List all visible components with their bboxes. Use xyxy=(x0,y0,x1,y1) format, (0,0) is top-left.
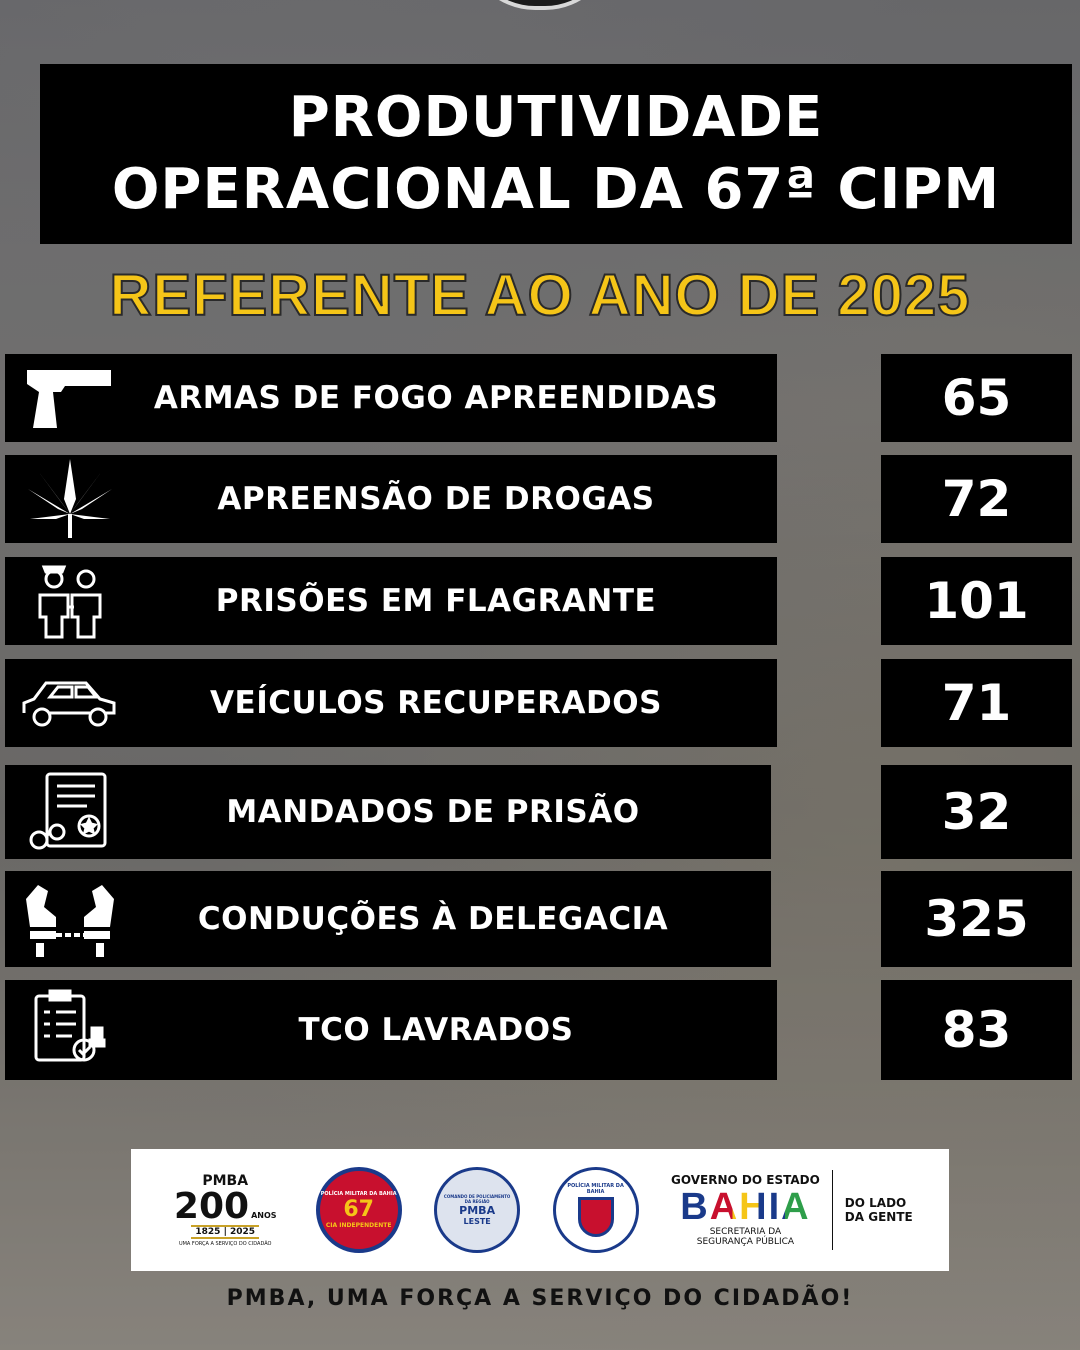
pm-ring: POLÍCIA MILITAR DA BAHIA xyxy=(567,1183,624,1195)
checklist-stamp-icon xyxy=(5,980,135,1080)
stat-row-drogas: APREENSÃO DE DROGAS 72 xyxy=(5,455,1072,543)
cia-67-number: 67 xyxy=(343,1197,374,1222)
stat-label-box: APREENSÃO DE DROGAS xyxy=(5,455,777,543)
stat-row-veiculos: VEÍCULOS RECUPERADOS 71 xyxy=(5,659,1072,747)
pistol-icon xyxy=(5,354,135,442)
warrant-document-icon xyxy=(5,765,135,859)
stat-label-box: CONDUÇÕES À DELEGACIA xyxy=(5,871,771,967)
comando-center: PMBA xyxy=(459,1204,496,1217)
stat-label: ARMAS DE FOGO APREENDIDAS xyxy=(153,380,719,416)
title-box: PRODUTIVIDADE OPERACIONAL DA 67ª CIPM xyxy=(40,64,1072,244)
pmba-200-top: PMBA xyxy=(202,1173,249,1189)
stat-row-prisoes: PRISÕES EM FLAGRANTE 101 xyxy=(5,557,1072,645)
pmba-200-tagline: UMA FORÇA A SERVIÇO DO CIDADÃO xyxy=(178,1241,272,1247)
stat-label: MANDADOS DE PRISÃO xyxy=(226,794,640,830)
logos-strip: PMBA 200 ANOS 1825 | 2025 UMA FORÇA A SE… xyxy=(131,1149,949,1271)
title-line-2: OPERACIONAL DA 67ª CIPM xyxy=(111,157,1001,222)
governo-secretaria-2: SEGURANÇA PÚBLICA xyxy=(696,1237,795,1247)
stat-label-box: MANDADOS DE PRISÃO xyxy=(5,765,771,859)
stat-row-tco: TCO LAVRADOS 83 xyxy=(5,980,1072,1080)
stat-label-box: TCO LAVRADOS xyxy=(5,980,777,1080)
subtitle: REFERENTE AO ANO DE 2025 xyxy=(109,262,971,329)
stat-label-box: ARMAS DE FOGO APREENDIDAS xyxy=(5,354,777,442)
stat-value: 32 xyxy=(881,765,1072,859)
stat-row-armas: ARMAS DE FOGO APREENDIDAS 65 xyxy=(5,354,1072,442)
pmba-200-range: 1825 | 2025 xyxy=(191,1225,260,1239)
cia-67-bottom: CIA INDEPENDENTE xyxy=(325,1222,392,1229)
stat-value: 71 xyxy=(881,659,1072,747)
handcuffed-hands-icon xyxy=(5,871,135,967)
governo-secretaria: SECRETARIA DA xyxy=(709,1227,782,1237)
cia-67-logo: POLÍCIA MILITAR DA BAHIA 67 CIA INDEPEND… xyxy=(315,1167,402,1253)
comando-leste-logo: COMANDO DE POLICIAMENTO DA REGIÃO PMBA L… xyxy=(434,1167,521,1253)
stat-value: 325 xyxy=(881,871,1072,967)
governo-top: GOVERNO DO ESTADO xyxy=(671,1173,820,1187)
stat-value: 101 xyxy=(881,557,1072,645)
comando-ring: COMANDO DE POLICIAMENTO DA REGIÃO xyxy=(443,1194,511,1204)
stat-label-box: PRISÕES EM FLAGRANTE xyxy=(5,557,777,645)
stat-value: 83 xyxy=(881,980,1072,1080)
stat-label: APREENSÃO DE DROGAS xyxy=(217,481,655,517)
stat-row-conducoes: CONDUÇÕES À DELEGACIA 325 xyxy=(5,871,1072,967)
cannabis-leaf-icon xyxy=(5,455,135,543)
stat-value: 65 xyxy=(881,354,1072,442)
comando-bottom: LESTE xyxy=(463,1217,491,1226)
stat-row-mandados: MANDADOS DE PRISÃO 32 xyxy=(5,765,1072,859)
stat-label: VEÍCULOS RECUPERADOS xyxy=(210,685,662,721)
governo-name: BAHIA xyxy=(680,1186,811,1228)
stat-label: CONDUÇÕES À DELEGACIA xyxy=(197,901,669,937)
governo-bahia-logo: GOVERNO DO ESTADO BAHIA SECRETARIA DA SE… xyxy=(671,1170,913,1250)
title-line-1: PRODUTIVIDADE xyxy=(288,85,824,150)
stat-label: PRISÕES EM FLAGRANTE xyxy=(215,583,657,619)
footer-slogan: PMBA, UMA FORÇA A SERVIÇO DO CIDADÃO! xyxy=(226,1286,854,1311)
stat-value: 72 xyxy=(881,455,1072,543)
cia-67-ring: POLÍCIA MILITAR DA BAHIA xyxy=(320,1191,397,1197)
stat-label: TCO LAVRADOS xyxy=(298,1012,574,1048)
pmba-200-logo: PMBA 200 ANOS 1825 | 2025 UMA FORÇA A SE… xyxy=(167,1173,283,1247)
stat-label-box: VEÍCULOS RECUPERADOS xyxy=(5,659,777,747)
pm-shield-icon xyxy=(577,1197,614,1237)
governo-slogan-1: DO LADO xyxy=(844,1196,907,1210)
car-icon xyxy=(5,659,135,747)
pmba-200-number: 200 xyxy=(173,1186,250,1227)
police-arrest-icon xyxy=(5,557,135,645)
governo-slogan-2: DA GENTE xyxy=(844,1210,913,1224)
policia-militar-logo: POLÍCIA MILITAR DA BAHIA xyxy=(552,1167,639,1253)
pmba-200-years: ANOS xyxy=(251,1211,277,1220)
